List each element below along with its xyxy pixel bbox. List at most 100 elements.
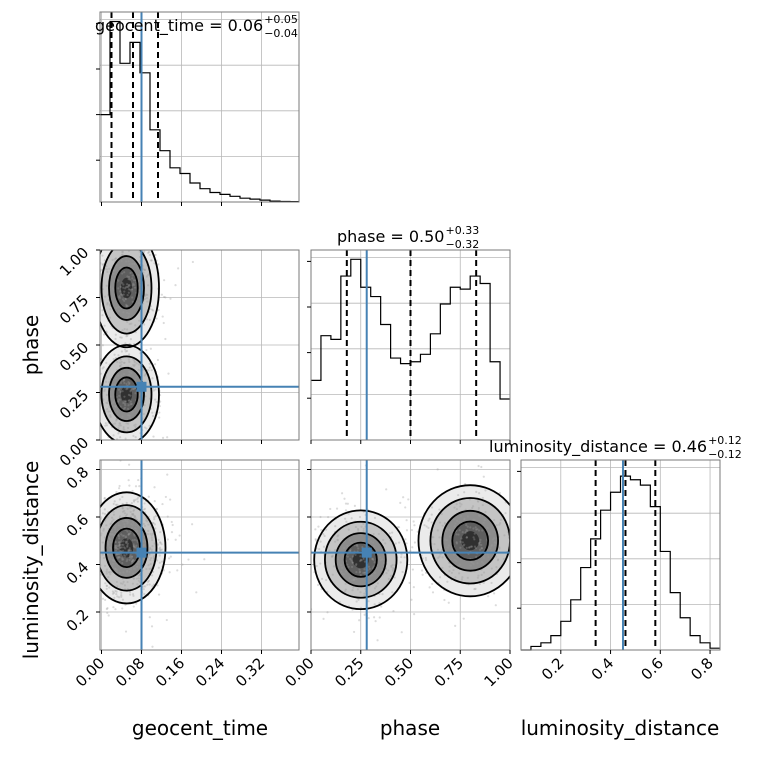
scatter-point [367, 565, 371, 568]
scatter-point [331, 554, 334, 557]
scatter-point [102, 263, 105, 266]
scatter-point [126, 507, 129, 510]
scatter-point [115, 377, 118, 380]
scatter-point [146, 580, 150, 583]
scatter-point [122, 311, 125, 314]
scatter-point [104, 422, 107, 425]
scatter-point [122, 425, 125, 429]
scatter-point [130, 513, 133, 516]
scatter-point [146, 583, 149, 586]
scatter-point [120, 540, 123, 543]
scatter-point [316, 583, 320, 587]
scatter-point [357, 547, 360, 550]
scatter-point [353, 577, 356, 581]
scatter-point [367, 581, 370, 585]
scatter-point [119, 336, 122, 339]
scatter-point [158, 546, 162, 549]
scatter-point [479, 548, 482, 551]
scatter-point [512, 595, 514, 597]
scatter-point [90, 538, 92, 540]
scatter-point [107, 614, 110, 617]
scatter-point [125, 560, 128, 563]
scatter-point [129, 400, 132, 403]
scatter-point [124, 536, 127, 539]
scatter-point [177, 267, 180, 270]
scatter-point [118, 498, 121, 501]
ytick-label-phase: 0.50 [56, 339, 92, 375]
scatter-point [327, 515, 330, 519]
scatter-point [124, 555, 127, 558]
scatter-point [455, 508, 458, 511]
scatter-point [424, 556, 427, 560]
scatter-point [117, 354, 120, 357]
scatter-point [150, 369, 153, 372]
scatter-point [126, 530, 129, 533]
scatter-point [147, 273, 150, 277]
scatter-point [176, 569, 179, 572]
scatter-point [142, 271, 145, 274]
scatter-point [412, 520, 415, 523]
scatter-point [137, 363, 141, 366]
scatter-point [92, 552, 94, 554]
scatter-point [478, 492, 481, 495]
scatter-point [132, 363, 135, 367]
scatter-point [446, 580, 449, 583]
scatter-point [128, 374, 131, 377]
histogram-luminosity_distance [521, 475, 720, 651]
scatter-point [143, 268, 146, 272]
scatter-point [102, 366, 105, 369]
scatter-point [151, 411, 154, 414]
scatter-point [369, 575, 372, 578]
scatter-point [459, 505, 462, 508]
scatter-point [128, 381, 131, 385]
scatter-point [431, 582, 434, 586]
scatter-point [119, 546, 122, 550]
scatter-point [132, 559, 135, 562]
scatter-point [344, 509, 348, 512]
scatter-point [346, 544, 349, 547]
scatter-point [373, 587, 377, 590]
scatter-point [410, 598, 413, 601]
scatter-point [187, 558, 190, 561]
scatter-point [148, 424, 151, 427]
scatter-point [126, 558, 129, 561]
scatter-point [336, 539, 339, 542]
scatter-point [94, 488, 96, 490]
scatter-point [409, 549, 412, 553]
scatter-point [103, 512, 107, 515]
scatter-point [350, 579, 353, 582]
scatter-point [109, 410, 112, 413]
scatter-point [445, 538, 448, 542]
scatter-point [490, 567, 493, 570]
scatter-point [151, 545, 154, 548]
title-lower-error-phase: −0.32 [445, 238, 479, 251]
scatter-point [127, 283, 130, 287]
scatter-point [349, 557, 352, 561]
scatter-point [116, 547, 119, 551]
scatter-point [109, 445, 111, 447]
scatter-point [157, 566, 160, 569]
scatter-point [118, 398, 122, 401]
scatter-point [158, 554, 161, 557]
scatter-point [529, 606, 531, 608]
scatter-point [108, 571, 111, 574]
scatter-point [461, 541, 464, 544]
scatter-point [127, 315, 130, 318]
scatter-point [453, 558, 456, 562]
scatter-point [340, 492, 344, 495]
scatter-point [128, 473, 130, 475]
scatter-point [528, 519, 530, 521]
scatter-point [499, 522, 502, 525]
scatter-point [124, 297, 127, 300]
scatter-point [128, 399, 131, 402]
scatter-point [334, 525, 337, 528]
scatter-point [478, 543, 481, 546]
scatter-point [123, 299, 126, 302]
scatter-point [511, 540, 513, 542]
scatter-point [168, 557, 171, 560]
scatter-point [495, 524, 498, 527]
scatter-point [113, 258, 116, 261]
scatter-point [133, 527, 137, 530]
scatter-point [81, 425, 83, 427]
scatter-point [138, 399, 141, 403]
